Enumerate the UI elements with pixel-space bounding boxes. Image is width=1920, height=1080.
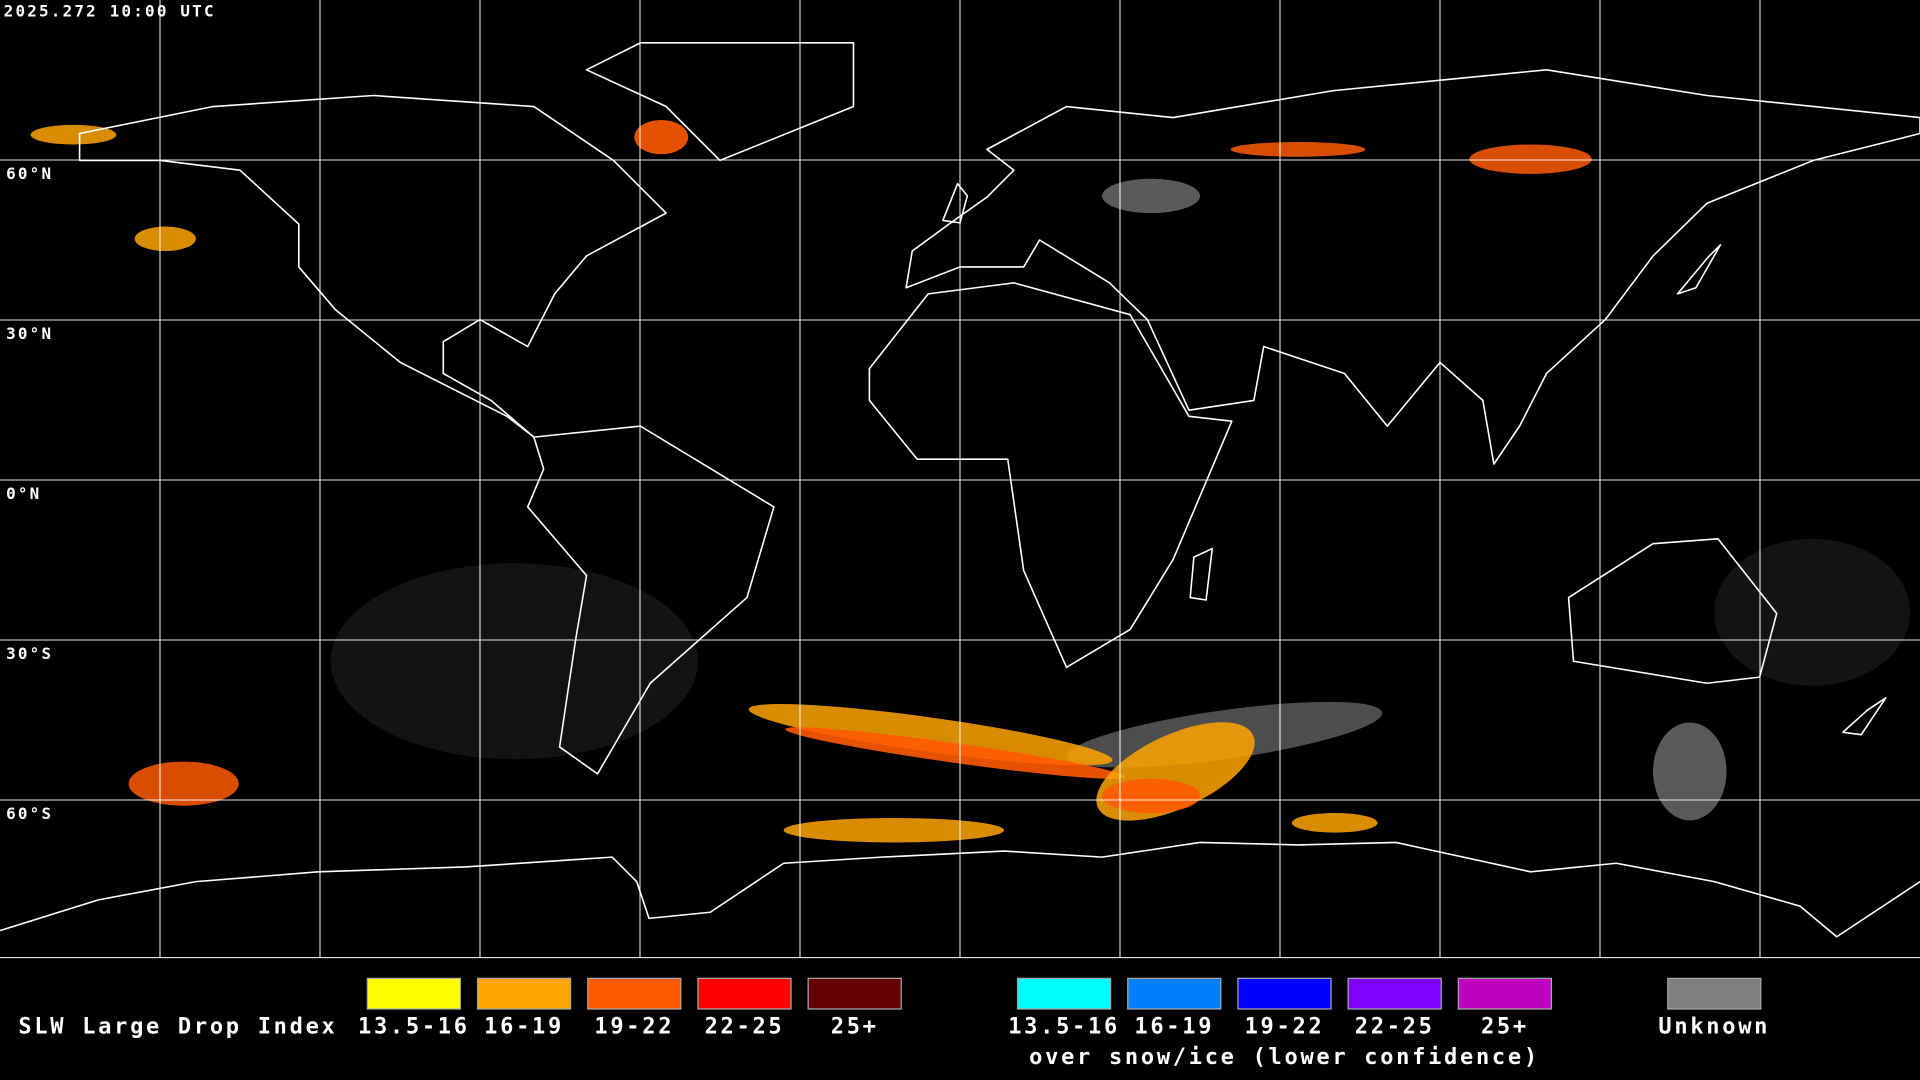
cloud-patch bbox=[128, 761, 239, 806]
cloud-patch bbox=[30, 124, 117, 145]
japan bbox=[1676, 244, 1722, 295]
legend-swatch bbox=[1127, 977, 1222, 1010]
legend-swatch bbox=[476, 977, 572, 1010]
latitude-label: 30°S bbox=[6, 644, 53, 663]
legend-swatch bbox=[807, 977, 902, 1010]
britain bbox=[942, 182, 969, 224]
cloud-patch bbox=[1230, 142, 1366, 157]
cloud-patch bbox=[783, 817, 1005, 843]
latitude-label: 0°N bbox=[6, 484, 41, 503]
legend-swatch bbox=[366, 977, 462, 1010]
legend-label: 13.5-16 bbox=[358, 1014, 470, 1039]
legend-swatch bbox=[1347, 977, 1442, 1010]
legend-label: 13.5-16 bbox=[1008, 1014, 1120, 1039]
cloud-patch bbox=[1469, 144, 1592, 174]
legend-swatch bbox=[697, 977, 792, 1010]
timestamp: 2025.272 10:00 UTC bbox=[4, 2, 216, 21]
legend-label: 22-25 bbox=[705, 1014, 785, 1039]
legend-swatch bbox=[1667, 977, 1762, 1010]
latitude-label: 60°S bbox=[6, 804, 53, 823]
legend-label: 19-22 bbox=[594, 1014, 674, 1039]
latitude-label: 30°N bbox=[6, 324, 53, 343]
australia bbox=[1567, 537, 1778, 685]
africa bbox=[868, 282, 1233, 669]
legend-label: 16-19 bbox=[484, 1014, 564, 1039]
legend-label: 25+ bbox=[1481, 1014, 1529, 1039]
cloud-patch bbox=[1102, 178, 1200, 214]
cloud-patch bbox=[1102, 778, 1200, 814]
legend-label: 25+ bbox=[831, 1014, 879, 1039]
legend-swatch bbox=[1016, 977, 1112, 1010]
antarctica bbox=[0, 841, 1920, 938]
cloud-patch bbox=[1291, 813, 1378, 833]
new-zealand bbox=[1842, 697, 1887, 736]
cloud-patch bbox=[634, 120, 689, 155]
legend-label: Unknown bbox=[1658, 1014, 1770, 1039]
cloud-patch bbox=[1714, 538, 1911, 686]
legend-swatch bbox=[1237, 977, 1332, 1010]
legend-label: 22-25 bbox=[1355, 1014, 1435, 1039]
graticule bbox=[0, 0, 1920, 959]
latitude-labels: 60°N 30°N 0°N 30°S 60°S bbox=[6, 164, 53, 823]
cloud-patch bbox=[330, 563, 698, 760]
legend-label: 19-22 bbox=[1245, 1014, 1325, 1039]
legend: 13.5-16 16-19 19-22 22-25 25+ 13.5-16 16-19 19-… bbox=[358, 977, 1770, 1070]
legend-label: 16-19 bbox=[1134, 1014, 1214, 1039]
cloud-patch bbox=[785, 727, 1125, 779]
legend-swatch bbox=[1457, 977, 1553, 1010]
legend-caption: over snow/ice (lower confidence) bbox=[1029, 1045, 1540, 1070]
madagascar bbox=[1189, 547, 1214, 601]
north-america bbox=[78, 94, 667, 438]
cloud-patch bbox=[1653, 722, 1727, 821]
legend-title: SLW Large Drop Index bbox=[18, 1014, 337, 1039]
south-america bbox=[526, 425, 775, 775]
cloud-patch bbox=[134, 226, 196, 252]
cloud-patch bbox=[748, 704, 1113, 766]
latitude-label: 60°N bbox=[6, 164, 53, 183]
legend-swatch bbox=[587, 977, 682, 1010]
